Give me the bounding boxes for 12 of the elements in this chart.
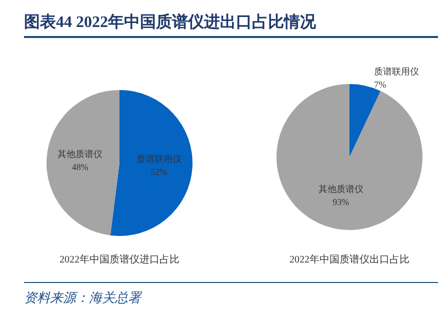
slice-label: 质谱联用仪 bbox=[374, 66, 420, 76]
slice-label: 其他质谱仪 bbox=[58, 149, 103, 160]
text: 资料来源：海关总署 bbox=[24, 282, 438, 307]
text: 2022年中国质谱仪进口占比 bbox=[60, 254, 180, 266]
slice-label: 其他质谱仪 bbox=[318, 184, 364, 194]
slice-label: 质谱联用仪 bbox=[136, 154, 182, 164]
data-label: 93% bbox=[332, 197, 350, 208]
chart-title: 图表44 2022年中国质谱仪进出口占比情况 bbox=[24, 10, 438, 38]
text: 2022年中国质谱仪出口占比 bbox=[290, 254, 410, 266]
data-label: 52% bbox=[150, 166, 168, 177]
data-label: 48% bbox=[72, 162, 89, 172]
data-label: 7% bbox=[374, 79, 387, 90]
